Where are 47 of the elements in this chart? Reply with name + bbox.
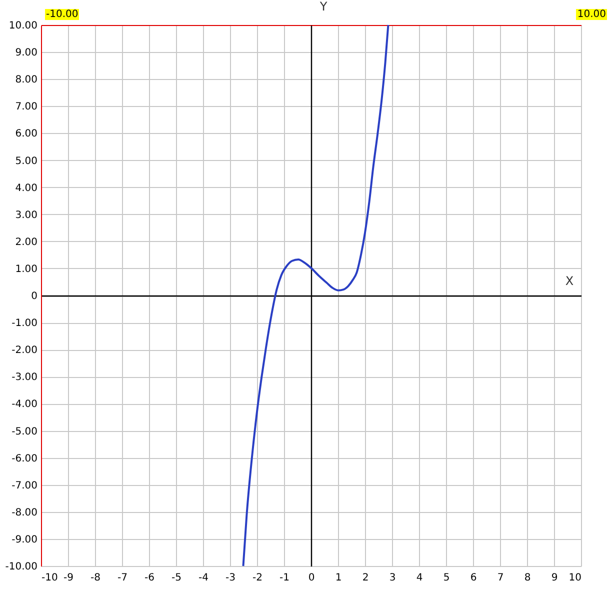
y-tick-label: -8.00 <box>12 507 38 518</box>
x-tick-label: 8 <box>524 572 531 584</box>
y-tick-label: 5.00 <box>15 156 38 167</box>
x-tick-label: -10 <box>42 572 58 584</box>
x-tick-label: -3 <box>226 572 236 584</box>
y-tick-label: -2.00 <box>12 345 38 356</box>
y-axis-title: Y <box>318 0 328 14</box>
y-tick-label: 3.00 <box>15 210 38 221</box>
x-tick-label: 3 <box>389 572 396 584</box>
x-tick-label: 10 <box>568 572 582 584</box>
x-tick-label: 2 <box>362 572 369 584</box>
y-tick-label: 10.00 <box>8 20 38 32</box>
y-tick-label: 1.00 <box>15 264 38 275</box>
y-tick-label: 6.00 <box>15 128 38 140</box>
y-tick-label: -3.00 <box>12 372 38 384</box>
x-tick-label: -1 <box>280 572 290 584</box>
x-tick-label: -8 <box>90 572 100 584</box>
x-tick-label: -7 <box>118 572 128 584</box>
y-tick-label: 7.00 <box>15 102 38 113</box>
x-tick-label: 9 <box>551 572 558 584</box>
y-tick-label: -5.00 <box>12 426 38 438</box>
x-tick-label: -9 <box>64 572 74 584</box>
text: 10.00 <box>576 9 607 20</box>
y-tick-label: -7.00 <box>12 480 38 492</box>
y-tick-label: -10.00 <box>5 562 38 572</box>
y-tick-label: 0 <box>31 291 38 302</box>
y-tick-label: 2.00 <box>15 236 38 248</box>
x-tick-label: -5 <box>172 572 182 584</box>
y-tick-label: -6.00 <box>12 453 38 464</box>
x-tick-label: 5 <box>443 572 450 584</box>
text: -10.00 <box>45 9 80 20</box>
x-axis-title: X <box>565 274 574 288</box>
x-tick-label: 4 <box>416 572 423 584</box>
x-tick-label: 7 <box>497 572 504 584</box>
x-tick-label: 1 <box>335 572 342 584</box>
line-series <box>242 24 390 567</box>
x-tick-label: -4 <box>198 572 208 584</box>
x-tick-label: 6 <box>470 572 477 584</box>
y-tick-label: 8.00 <box>15 74 38 86</box>
y-tick-label: -1.00 <box>12 318 38 330</box>
x-tick-label: -2 <box>252 572 262 584</box>
y-tick-label: 9.00 <box>15 48 38 59</box>
y-tick-label: -4.00 <box>12 399 38 410</box>
y-tick-label: -9.00 <box>12 534 38 546</box>
x-tick-label: -6 <box>144 572 154 584</box>
y-tick-label: 4.00 <box>15 182 38 194</box>
x-tick-label: 0 <box>308 572 315 584</box>
